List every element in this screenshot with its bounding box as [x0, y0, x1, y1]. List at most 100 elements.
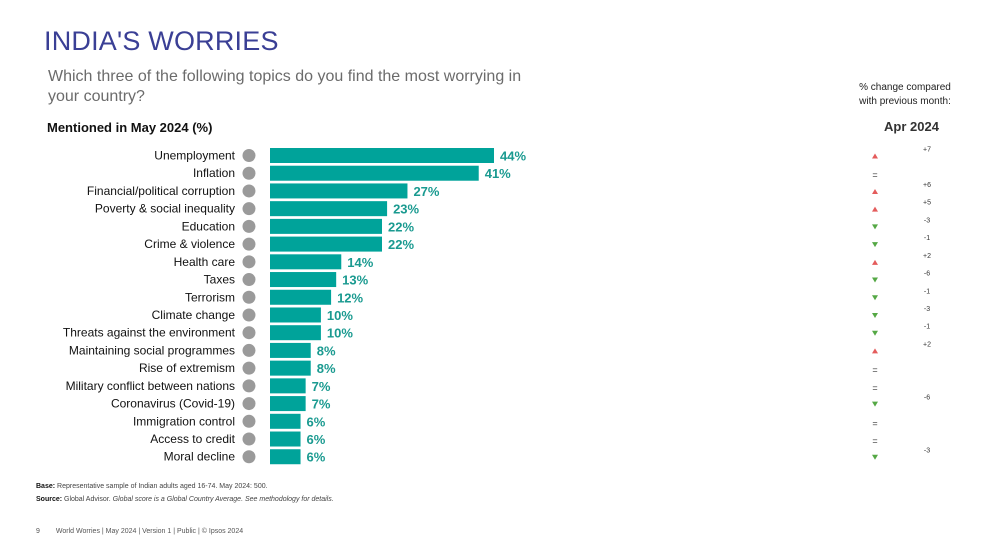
down-arrow-icon — [872, 242, 878, 248]
category-label: Moral decline — [164, 450, 236, 464]
value-label: 6% — [307, 432, 326, 447]
up-arrow-icon — [872, 188, 878, 194]
bar — [270, 325, 321, 341]
equal-sign: = — [872, 436, 877, 446]
bar — [270, 272, 337, 288]
corruption-icon — [242, 184, 256, 198]
value-label: 8% — [317, 361, 336, 376]
graduation-cap-icon — [242, 219, 256, 233]
value-label: 7% — [312, 397, 331, 412]
bar — [270, 148, 494, 163]
up-arrow-icon — [872, 348, 878, 354]
bar — [270, 254, 342, 270]
change-value: -3 — [924, 448, 930, 455]
category-label: Terrorism — [185, 290, 235, 304]
globe-conflict-icon — [242, 379, 256, 393]
up-arrow-icon — [872, 206, 878, 212]
category-label: Coronavirus (Covid-19) — [111, 397, 235, 411]
change-value: -3 — [924, 217, 930, 224]
change-value: -1 — [924, 288, 930, 295]
bar — [270, 396, 306, 412]
bar — [270, 378, 306, 394]
source-text: Global Advisor. — [64, 496, 111, 503]
health-care-icon — [242, 255, 256, 269]
social-programmes-icon — [242, 343, 256, 357]
value-label: 10% — [327, 308, 353, 323]
bar — [270, 431, 301, 447]
value-label: 7% — [312, 379, 331, 394]
category-label: Financial/political corruption — [87, 184, 235, 198]
bar — [270, 360, 311, 376]
equal-sign: = — [872, 418, 877, 428]
environment-icon — [242, 326, 256, 340]
extremism-icon — [242, 361, 256, 375]
bar — [270, 289, 332, 305]
down-arrow-icon — [872, 454, 878, 460]
category-label: Inflation — [193, 166, 235, 180]
category-label: Maintaining social programmes — [69, 343, 235, 357]
source-note: Source: Global Advisor. Global score is … — [36, 496, 334, 503]
value-label: 6% — [307, 450, 326, 465]
bar-chart: Unemployment 44% +7 Inflation 41% = Financial/… — [63, 147, 931, 465]
change-value: +7 — [923, 147, 931, 154]
worker-icon — [242, 149, 256, 162]
down-arrow-icon — [872, 312, 878, 318]
value-label: 41% — [485, 166, 511, 181]
category-label: Poverty & social inequality — [95, 202, 235, 216]
category-label: Health care — [174, 255, 236, 269]
down-arrow-icon — [872, 330, 878, 336]
bar — [270, 218, 382, 234]
bar — [270, 307, 321, 323]
down-arrow-icon — [872, 277, 878, 283]
up-arrow-icon — [872, 153, 878, 159]
change-header-line2: with previous month: — [859, 96, 951, 107]
footer-text: World Worries | May 2024 | Version 1 | P… — [55, 528, 244, 535]
bar — [270, 201, 388, 217]
change-header-line1: % change compared — [859, 82, 951, 93]
base-text: Representative sample of Indian adults a… — [57, 483, 268, 490]
value-label: 6% — [307, 414, 326, 429]
change-value: +5 — [923, 200, 931, 207]
value-label: 44% — [500, 149, 526, 164]
change-header: % change compared with previous month: — [835, 81, 975, 109]
category-label: Military conflict between nations — [66, 379, 235, 393]
category-label: Climate change — [152, 308, 236, 322]
base-label: Base: — [36, 483, 56, 490]
category-label: Access to credit — [150, 432, 235, 446]
change-value: +6 — [923, 182, 931, 189]
equal-sign: = — [872, 365, 877, 375]
equal-sign: = — [872, 383, 877, 393]
category-label: Rise of extremism — [139, 361, 235, 375]
taxes-icon — [242, 273, 256, 287]
change-value: +2 — [923, 253, 931, 260]
value-label: 27% — [413, 184, 439, 199]
equal-sign: = — [872, 170, 877, 180]
comparison-month: Apr 2024 — [884, 119, 939, 134]
change-value: -6 — [924, 395, 930, 402]
credit-card-icon — [242, 432, 256, 446]
chart-subtitle: Mentioned in May 2024 (%) — [47, 120, 213, 135]
bar — [270, 236, 382, 252]
change-value: -1 — [924, 324, 930, 331]
moral-decline-icon — [242, 450, 256, 464]
climate-icon — [242, 308, 256, 322]
category-label: Immigration control — [133, 414, 235, 428]
bar — [270, 342, 311, 358]
value-label: 13% — [342, 273, 368, 288]
value-label: 22% — [388, 237, 414, 252]
warning-icon — [242, 397, 256, 411]
value-label: 22% — [388, 219, 414, 234]
change-value: -1 — [924, 235, 930, 242]
gun-icon — [242, 237, 256, 251]
up-arrow-icon — [872, 259, 878, 265]
bar — [270, 449, 301, 465]
down-arrow-icon — [872, 295, 878, 301]
bar — [270, 413, 301, 429]
category-label: Education — [182, 219, 235, 233]
category-label: Threats against the environment — [63, 326, 236, 340]
base-note: Base: Representative sample of Indian ad… — [36, 483, 268, 490]
value-label: 12% — [337, 290, 363, 305]
bar — [270, 165, 479, 181]
down-arrow-icon — [872, 401, 878, 407]
immigration-icon — [242, 414, 256, 428]
